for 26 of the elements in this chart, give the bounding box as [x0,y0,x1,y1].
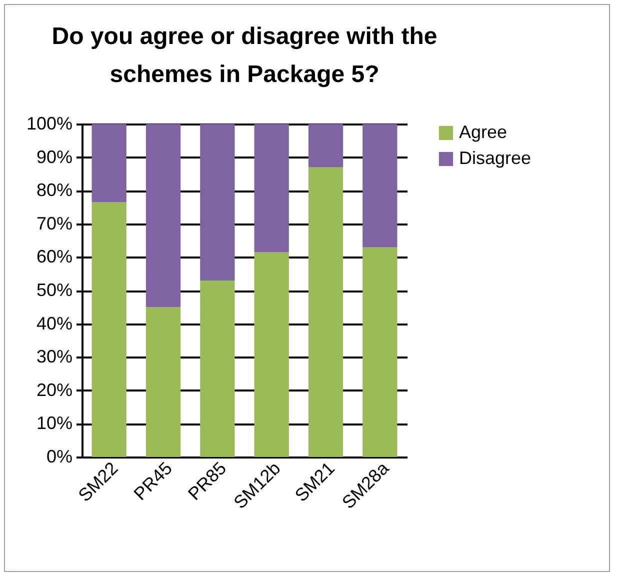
y-tick-label: 90% [36,146,72,167]
y-tick-label: 80% [36,180,72,200]
bar [92,124,126,202]
y-tick-label: 60% [36,246,72,267]
bar [362,124,398,248]
y-tick-label: 20% [36,380,72,400]
y-tick-label: 40% [36,313,72,334]
legend-label: Disagree [459,148,532,168]
chart-title: Do you agree or disagree with the schemes in Package 5? [52,23,438,88]
bar [200,124,235,281]
y-tick-label: 10% [36,413,72,434]
bar [308,167,344,457]
legend-label: Agree [459,122,508,142]
y-tick-label: 100% [26,114,72,134]
bar [146,124,181,308]
bar [362,247,398,457]
y-tick-label: 70% [36,213,72,234]
bar [254,124,289,252]
bar [200,280,235,457]
bar [254,252,289,457]
y-tick-label: 30% [36,346,72,367]
bar [146,307,181,457]
y-tick-label: 0% [46,446,72,466]
bar [92,202,126,457]
y-tick-label: 50% [36,280,72,300]
bar [308,124,344,168]
